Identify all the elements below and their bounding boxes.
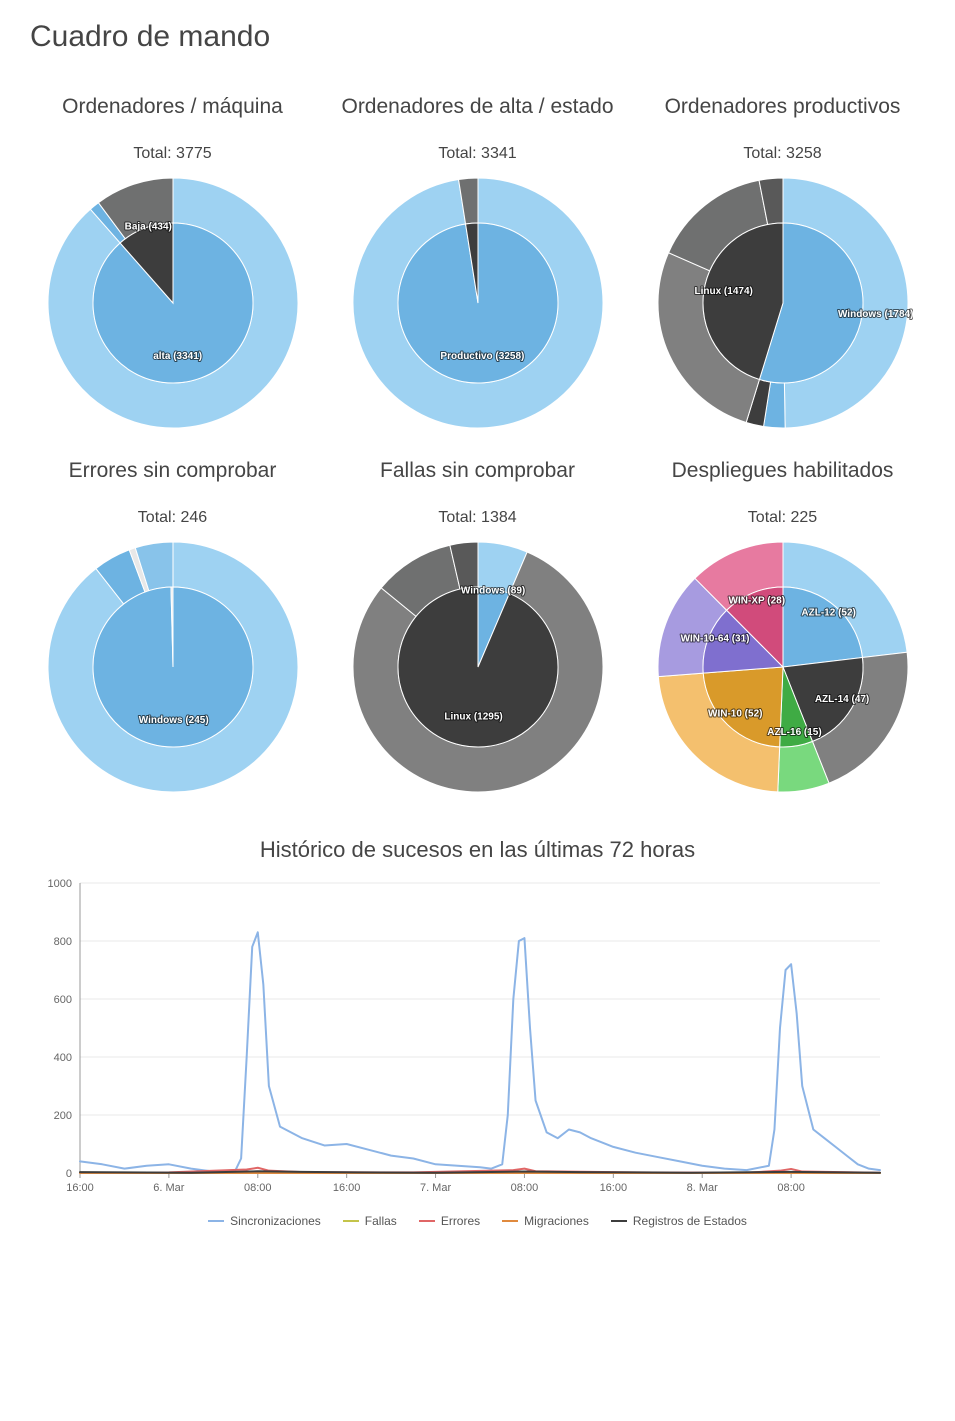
legend-item[interactable]: Fallas — [343, 1214, 397, 1228]
chart-total: Total: 246 — [30, 509, 315, 527]
donut-slice[interactable] — [398, 587, 558, 747]
y-tick-label: 200 — [54, 1110, 72, 1122]
line-chart-svg[interactable]: 0 200 400 600 800 1000 16:00 6. Mar 08:00 16:00 7.… — [30, 873, 890, 1203]
legend-swatch — [343, 1220, 359, 1222]
legend-swatch — [502, 1220, 518, 1222]
chart-title: Despliegues habilitados — [640, 443, 925, 499]
chart-total: Total: 1384 — [335, 509, 620, 527]
legend-label: Registros de Estados — [633, 1214, 747, 1228]
legend-label: Errores — [441, 1214, 480, 1228]
x-tick-label: 8. Mar — [687, 1182, 719, 1194]
slice-label: Windows (89) — [460, 586, 524, 597]
legend-swatch — [208, 1220, 224, 1222]
chart-card-ordenadores-productivos: Ordenadores productivos Total: 3258 Window… — [640, 79, 925, 433]
legend-item[interactable]: Migraciones — [502, 1214, 589, 1228]
slice-label: Linux (1295) — [444, 711, 502, 722]
donut-grid: Ordenadores / máquina Total: 3775 alta (33… — [30, 79, 925, 797]
slice-label: Windows (245) — [138, 715, 208, 726]
y-tick-label: 600 — [54, 994, 72, 1006]
chart-card-despliegues-habilitados: Despliegues habilitados Total: 225 AZL-12 … — [640, 443, 925, 797]
line-chart-title: Histórico de sucesos en las últimas 72 h… — [30, 837, 925, 863]
dashboard-page: Cuadro de mando Ordenadores / máquina Tot… — [0, 0, 955, 1248]
donut-chart[interactable]: alta (3341) Baja (434) — [43, 173, 303, 433]
line-chart[interactable]: 0 200 400 600 800 1000 16:00 6. Mar 08:00 16:00 7.… — [30, 873, 925, 1208]
legend-label: Fallas — [365, 1214, 397, 1228]
x-tick-label: 16:00 — [66, 1182, 94, 1194]
chart-card-ordenadores-maquina: Ordenadores / máquina Total: 3775 alta (33… — [30, 79, 315, 433]
legend-item[interactable]: Registros de Estados — [611, 1214, 747, 1228]
slice-label: WIN-XP (28) — [728, 595, 785, 606]
chart-title: Fallas sin comprobar — [335, 443, 620, 499]
series-line[interactable] — [80, 932, 880, 1171]
x-tick-label: 08:00 — [777, 1182, 805, 1194]
chart-total: Total: 3341 — [335, 145, 620, 163]
chart-total: Total: 3775 — [30, 145, 315, 163]
legend-label: Sincronizaciones — [230, 1214, 321, 1228]
slice-label: alta (3341) — [153, 351, 202, 362]
slice-label: Baja (434) — [124, 222, 171, 233]
y-tick-label: 800 — [54, 936, 72, 948]
legend-swatch — [419, 1220, 435, 1222]
donut-chart[interactable]: Windows (1784) Linux (1474) — [653, 173, 913, 433]
y-tick-label: 0 — [66, 1168, 72, 1180]
donut-chart[interactable]: Productivo (3258) — [348, 173, 608, 433]
chart-total: Total: 225 — [640, 509, 925, 527]
chart-card-ordenadores-alta-estado: Ordenadores de alta / estado Total: 3341 P… — [335, 79, 620, 433]
x-tick-label: 6. Mar — [153, 1182, 185, 1194]
page-title: Cuadro de mando — [30, 20, 925, 54]
chart-card-fallas-sin-comprobar: Fallas sin comprobar Total: 1384 Windows (… — [335, 443, 620, 797]
legend-item[interactable]: Sincronizaciones — [208, 1214, 321, 1228]
chart-title: Errores sin comprobar — [30, 443, 315, 499]
slice-label: AZL-12 (52) — [801, 608, 855, 619]
x-tick-label: 7. Mar — [420, 1182, 452, 1194]
x-tick-label: 08:00 — [244, 1182, 272, 1194]
slice-label: AZL-14 (47) — [814, 694, 868, 705]
x-tick-label: 08:00 — [511, 1182, 539, 1194]
donut-chart[interactable]: AZL-12 (52) AZL-14 (47) AZL-16 (15) WIN-10 … — [653, 537, 913, 797]
slice-label: Linux (1474) — [694, 286, 752, 297]
slice-label: Windows (1784) — [837, 309, 912, 320]
slice-label: WIN-10-64 (31) — [680, 634, 749, 645]
x-tick-label: 16:00 — [600, 1182, 628, 1194]
legend-swatch — [611, 1220, 627, 1222]
legend-item[interactable]: Errores — [419, 1214, 480, 1228]
donut-chart[interactable]: Windows (245) — [43, 537, 303, 797]
chart-card-errores-sin-comprobar: Errores sin comprobar Total: 246 Windows (… — [30, 443, 315, 797]
slice-label: Productivo (3258) — [440, 351, 524, 362]
chart-title: Ordenadores de alta / estado — [335, 79, 620, 135]
donut-chart[interactable]: Windows (89) Linux (1295) — [348, 537, 608, 797]
chart-total: Total: 3258 — [640, 145, 925, 163]
line-chart-section: Histórico de sucesos en las últimas 72 h… — [30, 837, 925, 1228]
chart-title: Ordenadores productivos — [640, 79, 925, 135]
legend-label: Migraciones — [524, 1214, 589, 1228]
line-chart-legend: Sincronizaciones Fallas Errores Migraciones… — [30, 1214, 925, 1228]
slice-label: WIN-10 (52) — [708, 708, 762, 719]
y-tick-label: 1000 — [48, 878, 72, 890]
x-tick-label: 16:00 — [333, 1182, 361, 1194]
chart-title: Ordenadores / máquina — [30, 79, 315, 135]
y-tick-label: 400 — [54, 1052, 72, 1064]
slice-label: AZL-16 (15) — [767, 727, 821, 738]
